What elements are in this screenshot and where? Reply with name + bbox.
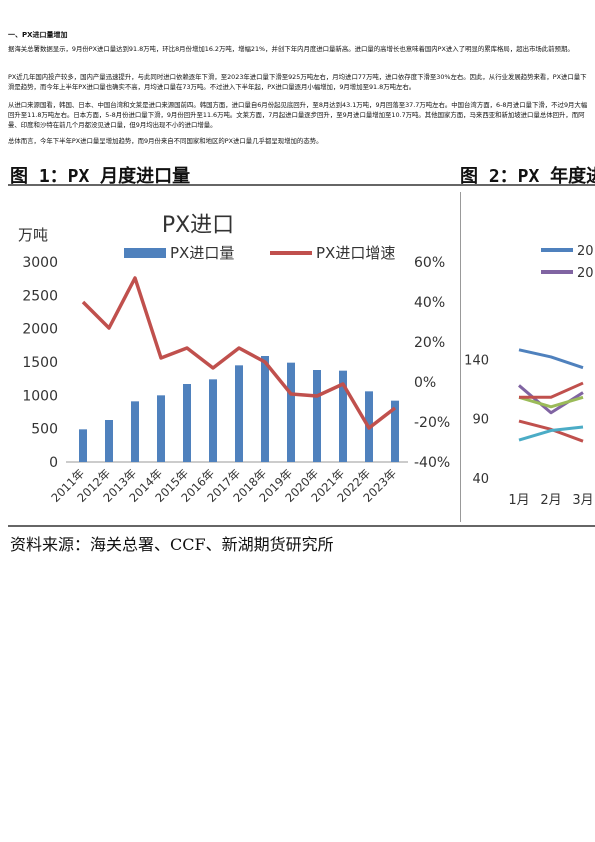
- y-tick-label: 140: [464, 353, 489, 368]
- y-right-tick-label: -40%: [414, 455, 450, 471]
- line-import-growth: [81, 276, 397, 430]
- y-left-tick-label: 3000: [22, 255, 58, 271]
- y-right-tick-label: 0%: [414, 375, 436, 391]
- y-right-tick-label: 40%: [414, 295, 445, 311]
- bar-import-volume: [157, 395, 165, 462]
- paragraph-import-data: 据海关总署数据显示，9月份PX进口量达到91.8万吨，环比8月份增加16.2万吨…: [8, 45, 574, 53]
- paragraph-summary: 总体而言，今年下半年PX进口量呈增加趋势，而9月份来自不同国家和地区的PX进口量…: [8, 137, 323, 145]
- y-left-tick-label: 2500: [22, 288, 58, 304]
- bar-import-volume: [261, 356, 269, 462]
- bar-import-volume: [313, 370, 321, 462]
- bar-import-volume: [131, 401, 139, 462]
- x-tick-label: 1月: [508, 493, 529, 508]
- px-yearly-import-chart: 40 90 140 1月 2月 3月 20 20: [464, 244, 594, 508]
- y-left-tick-label: 2000: [22, 322, 58, 338]
- bar-import-volume: [183, 384, 191, 462]
- bar-import-volume: [391, 400, 399, 462]
- figure-top-rule: [8, 184, 595, 186]
- bar-import-volume: [105, 420, 113, 462]
- y-right-tick-label: 20%: [414, 335, 445, 351]
- y-axis-unit-label: 万吨: [18, 226, 48, 244]
- bar-import-volume: [79, 429, 87, 462]
- chart-title: PX进口: [162, 213, 234, 238]
- figure1-title: 图 1：PX 月度进口量: [10, 166, 191, 187]
- y-tick-label: 40: [472, 472, 489, 487]
- section-heading: 一、PX进口量增加: [8, 31, 68, 39]
- legend-bar-swatch: [124, 248, 166, 258]
- y-right-tick-label: -20%: [414, 415, 450, 431]
- legend-label: 20: [577, 266, 594, 281]
- series-line: [518, 348, 584, 370]
- legend-label: 20: [577, 244, 594, 259]
- legend-import-growth: PX进口增速: [316, 244, 395, 262]
- figure-bottom-rule: [8, 525, 595, 527]
- x-tick-label: 3月: [572, 493, 593, 508]
- source-note: 资料来源：海关总署、CCF、新湖期货研究所: [10, 535, 334, 554]
- figure2-title: 图 2：PX 年度进: [460, 166, 595, 187]
- y-tick-label: 90: [472, 413, 489, 428]
- paragraph-trend: PX近几年国内投产较多，国内产量迅速提升，与此同时进口依赖逐年下滑，至2023年…: [8, 73, 587, 91]
- bar-import-volume: [287, 362, 295, 462]
- y-left-tick-label: 500: [31, 422, 58, 438]
- x-tick-label: 2月: [540, 493, 561, 508]
- series-line: [518, 395, 584, 409]
- legend-import-volume: PX进口量: [170, 244, 234, 262]
- bar-import-volume: [235, 365, 243, 462]
- y-left-tick-label: 1000: [22, 388, 58, 404]
- figure-divider: [460, 192, 461, 522]
- y-left-tick-label: 1500: [22, 355, 58, 371]
- paragraph-sources: 从进口来源国看，韩国、日本、中国台湾和文莱是进口来源国前四。韩国方面，进口量自6…: [8, 101, 588, 129]
- y-right-tick-label: 60%: [414, 255, 445, 271]
- bar-import-volume: [339, 370, 347, 462]
- series-line: [519, 381, 584, 399]
- series-line: [518, 425, 584, 442]
- y-left-tick-label: 0: [49, 455, 58, 471]
- bar-import-volume: [209, 379, 217, 462]
